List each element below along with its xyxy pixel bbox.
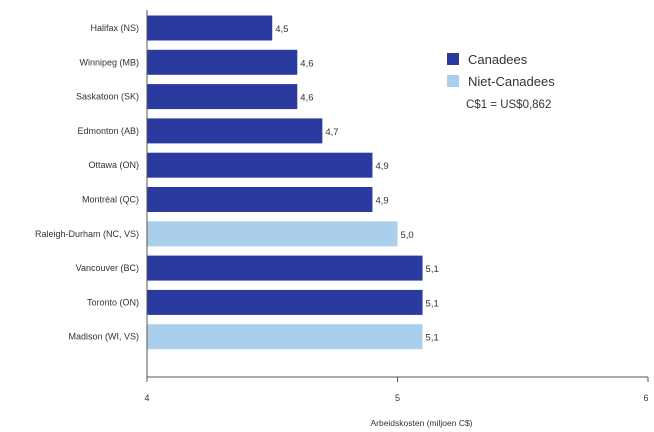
value-label-madison-wi-vs: 5,1 — [426, 333, 439, 344]
category-label-madison-wi-vs: Madison (WI, VS) — [68, 332, 139, 342]
category-label-raleigh-durham-nc-vs: Raleigh-Durham (NC, VS) — [35, 229, 139, 239]
legend-item-canadees: Canadees — [447, 48, 555, 70]
bar-vancouver-bc — [147, 256, 423, 281]
bar-montr-al-qc — [147, 187, 372, 212]
bar-madison-wi-vs — [147, 324, 423, 349]
category-label-vancouver-bc: Vancouver (BC) — [76, 263, 139, 273]
bar-raleigh-durham-nc-vs — [147, 221, 398, 246]
category-label-saskatoon-sk: Saskatoon (SK) — [76, 92, 139, 102]
bar-halifax-ns — [147, 16, 272, 41]
bar-saskatoon-sk — [147, 84, 297, 109]
bar-ottawa-on — [147, 153, 372, 178]
x-axis-ticks: 4 5 6 — [144, 377, 648, 403]
x-tick-label-6: 6 — [643, 393, 648, 403]
value-label-winnipeg-mb: 4,6 — [300, 58, 313, 69]
legend-label-canadees: Canadees — [468, 52, 527, 67]
legend-item-niet-canadees: Niet-Canadees — [447, 70, 555, 92]
category-label-edmonton-ab: Edmonton (AB) — [77, 126, 139, 136]
bars-group — [147, 16, 423, 350]
value-label-saskatoon-sk: 4,6 — [300, 93, 313, 104]
category-label-halifax-ns: Halifax (NS) — [90, 23, 139, 33]
value-label-vancouver-bc: 5,1 — [426, 264, 439, 275]
category-label-montr-al-qc: Montréal (QC) — [82, 195, 139, 205]
category-labels: Halifax (NS) Winnipeg (MB) Saskatoon (SK) E… — [35, 23, 139, 342]
x-axis-title: Arbeidskosten (miljoen C$) — [370, 418, 472, 428]
x-tick-label-4: 4 — [144, 393, 149, 403]
legend-label-niet-canadees: Niet-Canadees — [468, 74, 555, 89]
value-label-halifax-ns: 4,5 — [275, 24, 288, 35]
x-tick-label-5: 5 — [395, 393, 400, 403]
value-label-raleigh-durham-nc-vs: 5,0 — [401, 230, 414, 241]
value-label-edmonton-ab: 4,7 — [325, 127, 338, 138]
exchange-rate-note: C$1 = US$0,862 — [466, 99, 551, 111]
bar-winnipeg-mb — [147, 50, 297, 75]
value-label-ottawa-on: 4,9 — [375, 161, 388, 172]
category-label-toronto-on: Toronto (ON) — [87, 297, 139, 307]
bar-toronto-on — [147, 290, 423, 315]
legend-swatch-canadees — [447, 53, 459, 65]
bar-edmonton-ab — [147, 118, 322, 143]
category-label-winnipeg-mb: Winnipeg (MB) — [79, 57, 139, 67]
value-label-montr-al-qc: 4,9 — [375, 196, 388, 207]
legend-swatch-niet-canadees — [447, 75, 459, 87]
category-label-ottawa-on: Ottawa (ON) — [88, 160, 139, 170]
value-label-toronto-on: 5,1 — [426, 298, 439, 309]
legend: Canadees Niet-Canadees — [447, 48, 555, 92]
